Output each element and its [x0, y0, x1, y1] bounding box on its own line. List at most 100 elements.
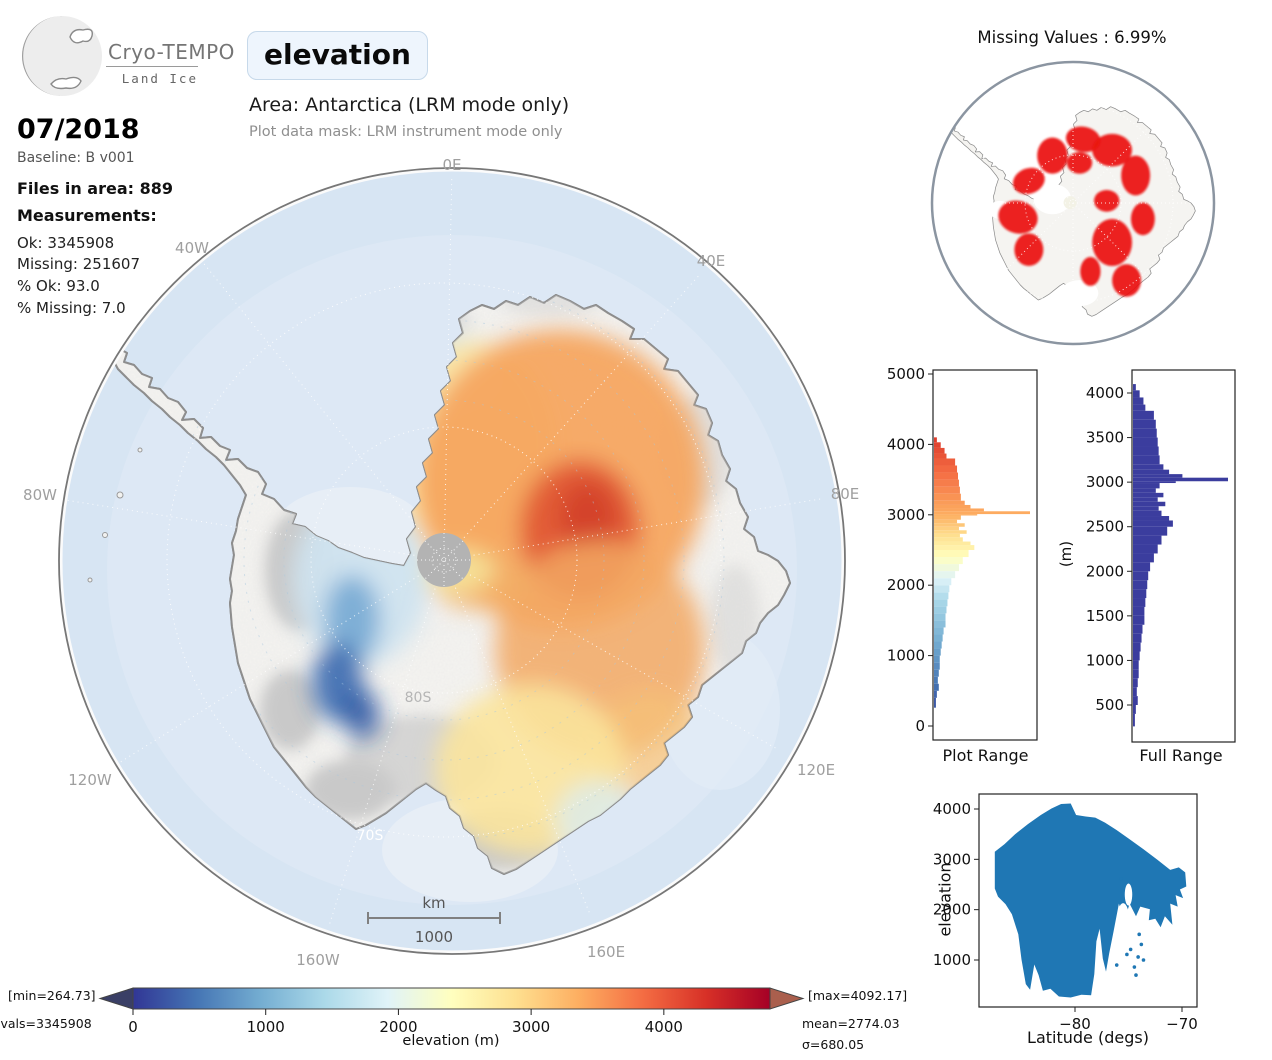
- logo-title: Cryo-TEMPO: [108, 40, 235, 64]
- tick-label: 1500: [1086, 607, 1124, 625]
- histogram-bar: [934, 683, 939, 691]
- missing-region: [1093, 189, 1120, 212]
- histogram-bar: [934, 585, 950, 593]
- meridian-label: 80W: [23, 486, 57, 504]
- logo-divider: [106, 66, 198, 67]
- area-title: Area: Antarctica (LRM mode only): [249, 94, 570, 116]
- histogram-bar: [1133, 678, 1138, 688]
- tick-label: 2000: [1086, 562, 1124, 580]
- histogram-bar: [934, 620, 946, 628]
- histogram-bar: [1133, 477, 1228, 482]
- stat-pct-missing: % Missing: 7.0: [17, 299, 126, 317]
- minimap-title: Missing Values : 6.99%: [977, 28, 1167, 47]
- histogram-bar: [1133, 615, 1145, 625]
- minimap-graticule: [933, 63, 1213, 343]
- histogram-bar: [1133, 606, 1145, 616]
- logo: [20, 14, 250, 106]
- tick-label: 2000: [933, 901, 971, 919]
- pole-hole: [417, 533, 471, 587]
- histogram-bar: [934, 599, 948, 607]
- histogram-bar: [1133, 535, 1162, 545]
- histogram-bar: [934, 669, 939, 677]
- scatter-gap: [1124, 883, 1133, 906]
- histogram-bar: [1133, 713, 1135, 727]
- meridian-label: 160E: [587, 943, 625, 961]
- meridian-label: 40W: [175, 239, 209, 257]
- map-rim-inner: [59, 168, 845, 954]
- colorbar-bar: [132, 987, 771, 1010]
- tick-label: 1000: [933, 951, 971, 969]
- histogram-bar: [1133, 390, 1140, 398]
- tick-label: 3500: [1086, 429, 1124, 447]
- histogram-bar: [1133, 589, 1147, 599]
- histogram-bar: [1133, 384, 1136, 391]
- missing-region: [1014, 233, 1044, 266]
- tick-label: 3000: [512, 1018, 550, 1036]
- histogram-bar: [934, 641, 942, 649]
- colorbar-left-arrow: [98, 987, 134, 1010]
- minimap: [930, 60, 1216, 346]
- histogram-bar: [934, 523, 965, 527]
- histogram-bar: [1133, 660, 1139, 670]
- scatter-dot: [1114, 963, 1119, 967]
- tick-label: 1000: [247, 1018, 285, 1036]
- histogram-bar: [1133, 580, 1148, 590]
- colorbar-axis-label: elevation (m): [402, 1033, 500, 1049]
- histogram-bar: [1133, 464, 1164, 470]
- histogram-bar: [1133, 520, 1173, 527]
- histogram-bar: [934, 662, 940, 670]
- shelf-patch: [1060, 280, 1099, 307]
- colorbar-sigma-label: σ=680.05: [802, 1037, 865, 1052]
- histogram-bar: [934, 648, 941, 656]
- files-in-area: Files in area: 889: [17, 179, 173, 198]
- tick-label: −70: [1166, 1015, 1198, 1033]
- histogram-bar: [1133, 419, 1156, 429]
- histogram-bar: [934, 541, 971, 546]
- date-heading: 07/2018: [17, 114, 140, 145]
- meridian-label: 120E: [797, 761, 835, 779]
- scatter-dot: [1141, 958, 1146, 962]
- meridian-label: 0E: [442, 156, 461, 174]
- tick-label: 4000: [1086, 384, 1124, 402]
- scatter-dot: [1139, 942, 1144, 947]
- histogram-bar: [1133, 492, 1164, 498]
- missing-region: [1092, 133, 1133, 167]
- scatter-dot: [1136, 955, 1140, 959]
- histogram-bar: [1133, 455, 1160, 465]
- stat-pct-ok: % Ok: 93.0: [17, 277, 100, 295]
- scalebar-value: 1000: [415, 928, 453, 946]
- histogram-bar: [1133, 544, 1158, 554]
- tick-label: 4000: [887, 435, 925, 453]
- tick-label: 3000: [887, 506, 925, 524]
- histogram-bar: [934, 500, 965, 505]
- histogram-bar: [1133, 526, 1168, 536]
- tick-label: 2000: [887, 576, 925, 594]
- histogram-bar: [934, 493, 961, 501]
- histogram-bar: [934, 472, 958, 480]
- histogram-bar: [934, 613, 946, 621]
- scatter-dot: [1134, 973, 1138, 977]
- tick-label: 500: [1095, 696, 1124, 714]
- tick-label: 2500: [1086, 518, 1124, 536]
- histogram-bar: [1133, 633, 1142, 643]
- histogram-bar: [1133, 397, 1144, 405]
- map-labels: 0E 40W 40E 80W 80E 120W 120E 160W 160E 80S 70S: [23, 156, 859, 969]
- tick-label: 2000: [379, 1018, 417, 1036]
- logo-subtitle: Land Ice: [121, 71, 198, 86]
- histogram-bar: [934, 504, 971, 509]
- histogram-bar: [934, 442, 941, 448]
- tick-label: 3000: [933, 850, 971, 868]
- scalebar: [367, 912, 501, 924]
- histogram-bar: [1133, 510, 1162, 517]
- histogram-bar: [1133, 481, 1176, 484]
- full-range-histogram: 500 1000 1500 2000 2500 3000 3500 4000: [1086, 369, 1236, 743]
- histogram-bar: [934, 578, 952, 586]
- histogram-bar: [934, 697, 936, 708]
- histogram-bar: [934, 437, 937, 443]
- parallel-label: 70S: [357, 828, 384, 844]
- missing-region: [998, 200, 1038, 234]
- colorbar-mean-label: mean=2774.03: [802, 1016, 900, 1031]
- histogram-bar: [934, 606, 947, 614]
- shelf-patch: [1033, 183, 1072, 215]
- tick-label: −80: [1059, 1015, 1091, 1033]
